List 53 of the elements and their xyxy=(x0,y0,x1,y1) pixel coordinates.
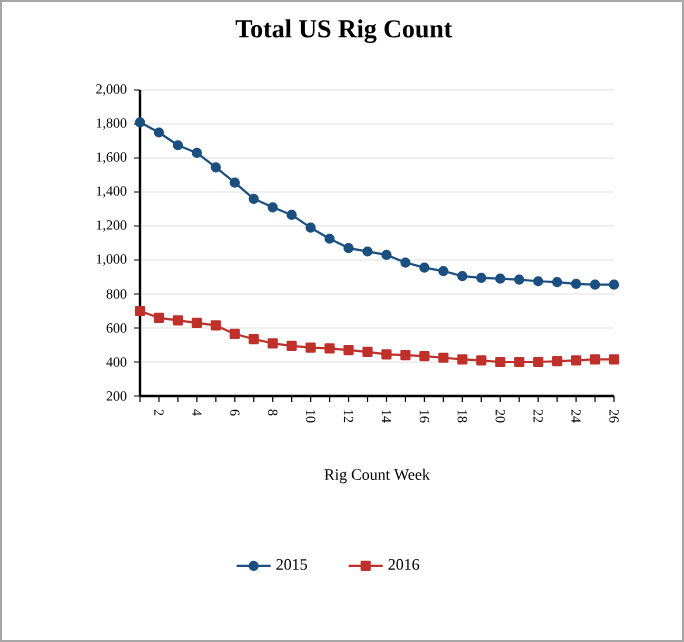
point xyxy=(495,356,506,368)
point xyxy=(608,354,620,365)
point xyxy=(570,278,582,289)
point xyxy=(343,243,354,254)
point xyxy=(533,356,544,368)
point xyxy=(229,328,240,340)
point xyxy=(419,350,430,362)
point xyxy=(286,340,297,351)
point xyxy=(570,355,582,366)
point xyxy=(305,342,316,353)
point xyxy=(381,249,392,260)
point xyxy=(134,305,146,317)
point xyxy=(210,162,221,173)
point xyxy=(476,272,487,283)
point xyxy=(172,315,184,326)
point xyxy=(153,127,165,138)
point xyxy=(134,117,146,128)
point xyxy=(419,262,430,273)
point xyxy=(191,317,202,328)
point xyxy=(191,147,202,158)
point xyxy=(381,349,392,360)
point xyxy=(608,279,620,290)
point xyxy=(343,345,354,356)
point xyxy=(589,354,601,365)
point xyxy=(457,271,468,282)
point xyxy=(362,346,373,357)
point xyxy=(324,343,335,354)
point xyxy=(362,246,373,257)
point xyxy=(400,257,411,268)
point xyxy=(438,352,449,363)
point xyxy=(248,333,259,345)
point xyxy=(305,222,316,233)
point xyxy=(495,273,506,284)
point xyxy=(514,356,525,368)
point xyxy=(514,274,525,285)
point xyxy=(153,312,165,323)
point xyxy=(172,140,184,151)
point xyxy=(210,320,221,331)
point xyxy=(286,209,297,221)
point xyxy=(533,276,544,287)
point xyxy=(267,338,278,349)
point xyxy=(267,202,278,213)
point xyxy=(457,354,468,365)
point xyxy=(476,355,487,366)
point xyxy=(589,279,601,290)
chart-title: Total US Rig Count xyxy=(235,19,453,43)
point xyxy=(438,265,449,277)
point xyxy=(248,193,259,204)
point xyxy=(552,356,563,367)
point xyxy=(229,177,240,188)
point xyxy=(324,233,335,244)
point xyxy=(552,277,563,288)
point xyxy=(400,350,411,361)
